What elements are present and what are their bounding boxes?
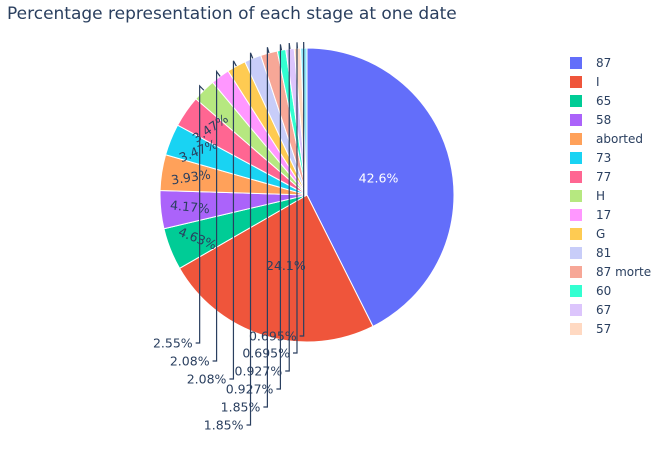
legend-swatch: [570, 133, 582, 145]
slice-label: 0.927%: [226, 382, 274, 397]
legend-swatch: [570, 114, 582, 126]
legend-swatch: [570, 323, 582, 335]
chart-title: Percentage representation of each stage …: [7, 4, 457, 24]
leader-line: [285, 42, 291, 372]
legend-label: 87: [596, 56, 611, 70]
leader-line: [292, 42, 298, 354]
legend-label: I: [596, 75, 600, 89]
legend-swatch: [570, 304, 582, 316]
legend-label: 65: [596, 94, 611, 108]
legend-label: 58: [596, 113, 611, 127]
leader-line: [195, 84, 205, 344]
legend-label: aborted: [596, 132, 643, 146]
legend-swatch: [570, 209, 582, 221]
slice-label: 24.1%: [266, 258, 306, 273]
slice-label: 1.85%: [204, 418, 244, 433]
pie-slice: [306, 47, 455, 328]
legend-swatch: [570, 171, 582, 183]
slice-label: 0.927%: [235, 364, 283, 379]
slice-label: 1.85%: [221, 400, 261, 415]
legend-swatch: [570, 76, 582, 88]
legend-label: 81: [596, 246, 611, 260]
legend-swatch: [570, 266, 582, 278]
outside-labels: 2.55% 2.08% 2.08% 1.85% 1.85% 0.927% 0.927% 0.6…: [153, 42, 305, 433]
legend-swatch: [570, 95, 582, 107]
legend-swatch: [570, 57, 582, 69]
legend-label: 87 morte: [596, 265, 651, 279]
leader-line: [263, 47, 270, 408]
legend-swatch: [570, 285, 582, 297]
legend-swatch: [570, 152, 582, 164]
legend-label: 60: [596, 284, 611, 298]
legend-label: 57: [596, 322, 611, 336]
pie-slice: [178, 194, 374, 343]
slice-label: 0.695%: [249, 329, 297, 344]
slice-label: 2.55%: [153, 336, 193, 351]
leader-line: [212, 69, 221, 362]
leader-line: [246, 52, 254, 426]
leader-line: [276, 44, 283, 390]
slice-label: 3.93%: [170, 167, 212, 188]
legend-label: 17: [596, 208, 611, 222]
legend-label: 73: [596, 151, 611, 165]
pie-slices: [159, 47, 455, 343]
leader-line: [299, 42, 305, 337]
legend-label: 67: [596, 303, 611, 317]
slice-label: 4.17%: [169, 197, 210, 216]
legend-swatch: [570, 190, 582, 202]
slice-label: 2.08%: [187, 372, 227, 387]
slice-label: 2.08%: [170, 354, 210, 369]
legend: 87 I 65 58 aborted 73 77 H 17 G 81 87 morte 60 67 57: [570, 56, 651, 336]
legend-label: 77: [596, 170, 611, 184]
slice-label: 0.695%: [242, 346, 290, 361]
legend-label: G: [596, 227, 605, 241]
slice-label: 42.6%: [359, 171, 399, 186]
legend-swatch: [570, 228, 582, 240]
leader-line: [229, 60, 237, 380]
legend-label: H: [596, 189, 605, 203]
legend-swatch: [570, 247, 582, 259]
